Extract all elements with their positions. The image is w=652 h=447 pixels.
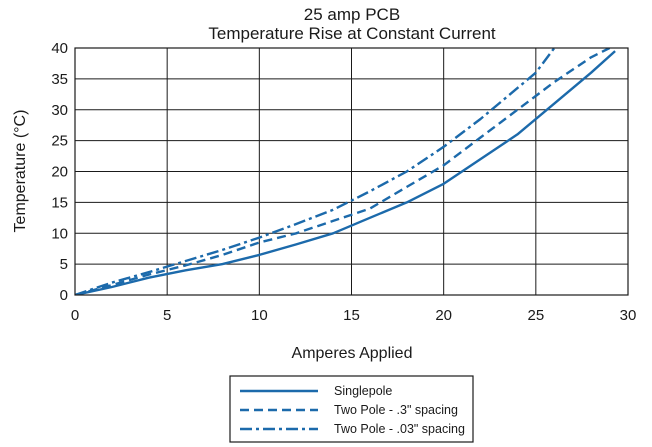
chart-title: 25 amp PCB (304, 5, 400, 24)
y-tick-label: 10 (51, 225, 68, 242)
legend-label-3: Two Pole - .03" spacing (334, 422, 465, 436)
x-tick-label: 25 (527, 307, 544, 324)
y-axis-label: Temperature (°C) (12, 110, 29, 233)
x-tick-labels: 0 5 10 15 20 25 30 (71, 307, 637, 324)
legend: Singlepole Two Pole - .3" spacing Two Pole… (229, 375, 474, 443)
y-tick-label: 0 (60, 287, 68, 304)
grid (74, 47, 629, 296)
series-line-2 (75, 48, 611, 295)
x-tick-label: 0 (71, 307, 79, 324)
y-tick-label: 30 (51, 102, 68, 119)
x-tick-label: 20 (435, 307, 452, 324)
x-tick-label: 15 (343, 307, 360, 324)
y-tick-label: 40 (51, 40, 68, 57)
legend-items: Singlepole Two Pole - .3" spacing Two Pole… (240, 384, 465, 436)
x-tick-label: 10 (251, 307, 268, 324)
y-tick-label: 5 (60, 256, 68, 273)
y-tick-label: 25 (51, 133, 68, 150)
x-axis-label: Amperes Applied (292, 345, 413, 362)
y-tick-labels: 0 5 10 15 20 25 30 35 40 (51, 40, 68, 304)
plot-frame (74, 47, 629, 296)
y-tick-label: 35 (51, 71, 68, 88)
x-tick-label: 30 (620, 307, 637, 324)
series-line-1 (75, 50, 616, 295)
series-lines (75, 48, 616, 295)
chart-subtitle: Temperature Rise at Constant Current (208, 24, 496, 43)
legend-label-1: Singlepole (334, 384, 392, 398)
y-tick-label: 20 (51, 164, 68, 181)
legend-label-2: Two Pole - .3" spacing (334, 403, 458, 417)
y-tick-label: 15 (51, 194, 68, 211)
series-line-3 (75, 48, 556, 295)
x-tick-label: 5 (163, 307, 171, 324)
